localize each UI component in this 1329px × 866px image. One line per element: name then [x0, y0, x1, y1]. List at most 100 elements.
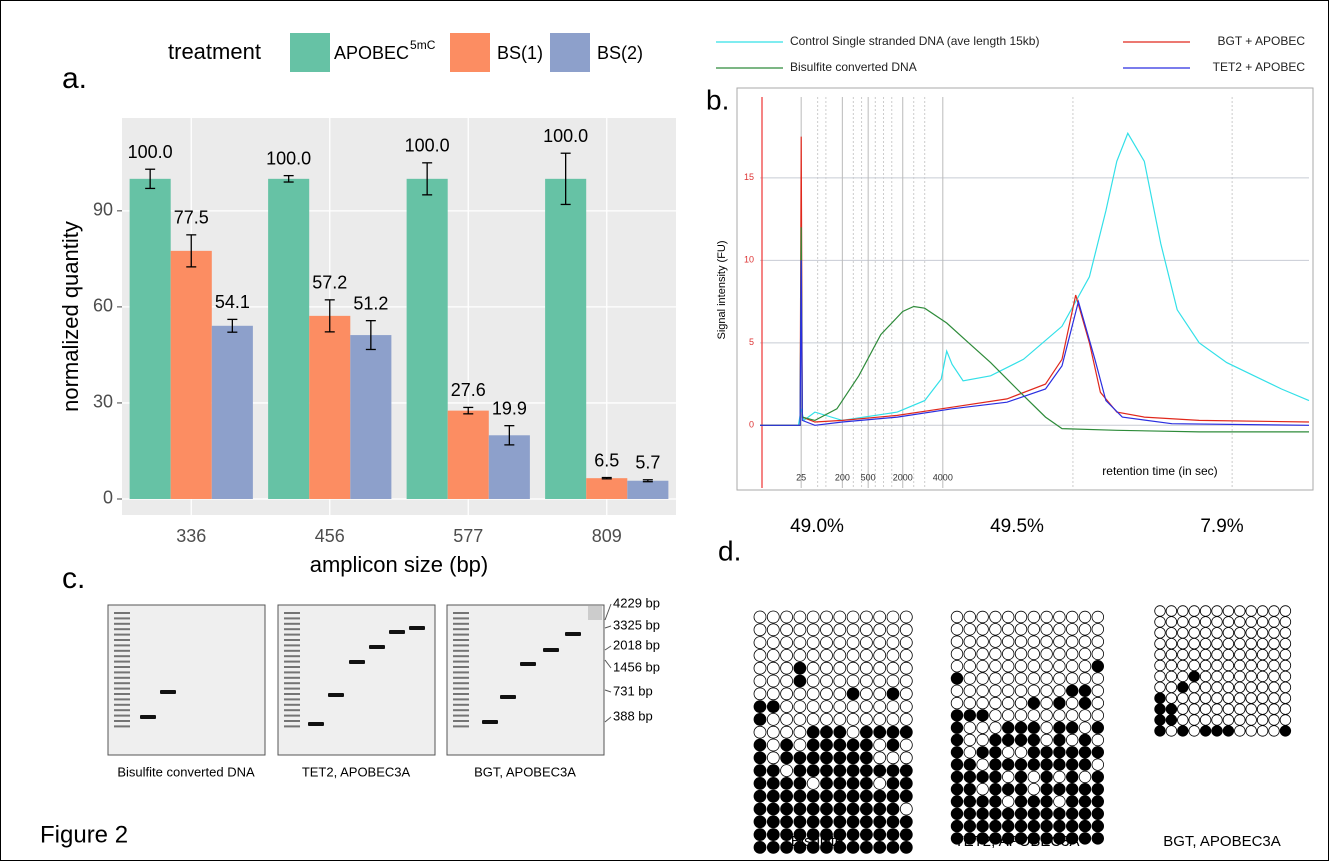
cpg-dot [1041, 710, 1053, 722]
cpg-dot [821, 803, 833, 815]
gel-band [409, 626, 425, 630]
cpg-dot [977, 722, 989, 734]
cpg-dot [874, 739, 886, 751]
cpg-dot [847, 790, 859, 802]
cpg-dot [1066, 673, 1078, 685]
cpg-dot [794, 688, 806, 700]
cpg-dot [990, 783, 1002, 795]
cpg-dot [1246, 649, 1257, 660]
cpg-dot [1079, 660, 1091, 672]
cpg-dot [1200, 704, 1211, 715]
cpg-dot [1280, 606, 1291, 617]
cpg-dot [794, 777, 806, 789]
ladder-band [114, 661, 130, 663]
cpg-dot [874, 675, 886, 687]
cpg-dot [1257, 726, 1268, 737]
cpg-dot [794, 752, 806, 764]
cpg-dot [754, 624, 766, 636]
gel-band [520, 662, 536, 666]
cpg-dot [951, 722, 963, 734]
cpg-dot [1002, 660, 1014, 672]
x-axis-label: retention time (in sec) [1102, 464, 1217, 478]
cpg-dot [807, 713, 819, 725]
cpg-dot [754, 688, 766, 700]
cpg-dot [1246, 726, 1257, 737]
cpg-dot [990, 710, 1002, 722]
cpg-dot [794, 816, 806, 828]
cpg-dot [781, 675, 793, 687]
y-tick-label: 90 [93, 200, 113, 220]
cpg-dot [1200, 628, 1211, 639]
cpg-dot [951, 673, 963, 685]
cpg-dot [1155, 693, 1166, 704]
cpg-dot [1189, 671, 1200, 682]
cpg-dot [1079, 685, 1091, 697]
cpg-dot [1166, 606, 1177, 617]
legend-key [550, 33, 590, 72]
cpg-dot [1155, 649, 1166, 660]
cpg-dot [821, 688, 833, 700]
cpg-dot [874, 752, 886, 764]
cpg-dot [1200, 660, 1211, 671]
ladder-band [284, 698, 300, 700]
cpg-dot [990, 771, 1002, 783]
cpg-dot [794, 675, 806, 687]
cpg-dot [1223, 606, 1234, 617]
cpg-dot [887, 841, 899, 853]
cpg-dot [887, 752, 899, 764]
cpg-dot [767, 790, 779, 802]
cpg-dot [781, 803, 793, 815]
cpg-dot [860, 739, 872, 751]
cpg-dot [1280, 682, 1291, 693]
cpg-dot [1015, 697, 1027, 709]
cpg-dot [1200, 693, 1211, 704]
cpg-dot [1028, 648, 1040, 660]
cpg-dot [1041, 660, 1053, 672]
cpg-dot [754, 726, 766, 738]
cpg-dot [977, 808, 989, 820]
cpg-dot [754, 765, 766, 777]
cpg-dot [1166, 682, 1177, 693]
cpg-dot [1092, 820, 1104, 832]
cpg-dot [754, 777, 766, 789]
cpg-dot [990, 660, 1002, 672]
cpg-dot [860, 765, 872, 777]
cpg-dot [900, 637, 912, 649]
cpg-dot [754, 675, 766, 687]
cpg-dot [1092, 710, 1104, 722]
cpg-dot [1155, 617, 1166, 628]
cpg-dot [847, 739, 859, 751]
cpg-dot [977, 660, 989, 672]
cpg-dot [1079, 771, 1091, 783]
cpg-dot [1212, 726, 1223, 737]
cpg-dot [1155, 682, 1166, 693]
cpg-dot [847, 713, 859, 725]
cpg-dot [1223, 617, 1234, 628]
cpg-dot [1079, 673, 1091, 685]
x-tick-label: 200 [835, 472, 850, 482]
cpg-dot [1054, 783, 1066, 795]
cpg-dot [1178, 606, 1189, 617]
legend-label: Bisulfite converted DNA [790, 60, 917, 74]
cpg-dot [1178, 649, 1189, 660]
legend-superscript: 5mC [410, 38, 436, 52]
cpg-dot [1178, 704, 1189, 715]
cpg-dot [807, 662, 819, 674]
cpg-dot [900, 803, 912, 815]
cpg-dot [1280, 660, 1291, 671]
cpg-dot [754, 713, 766, 725]
cpg-dot [1066, 611, 1078, 623]
cpg-dot [834, 752, 846, 764]
cpg-dot [1066, 808, 1078, 820]
cpg-dot [1280, 726, 1291, 737]
cpg-dot [807, 816, 819, 828]
gel-band [482, 720, 498, 724]
cpg-dot [1041, 722, 1053, 734]
x-tick-label: 2000 [893, 472, 913, 482]
cpg-dot [1269, 660, 1280, 671]
cpg-dot [900, 611, 912, 623]
cpg-dot [900, 726, 912, 738]
cpg-dot [794, 662, 806, 674]
bar [448, 411, 489, 499]
cpg-dot [1200, 638, 1211, 649]
